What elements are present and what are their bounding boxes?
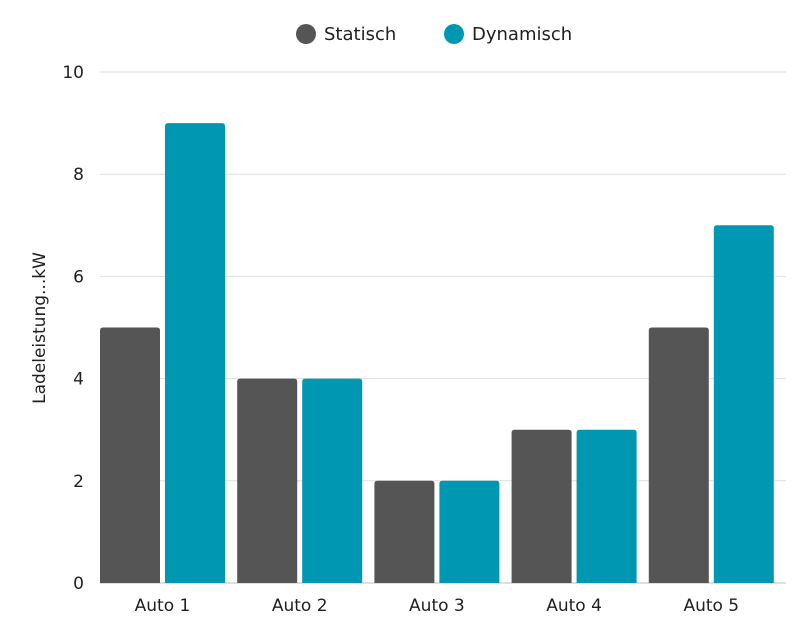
legend: Statisch Dynamisch [296,24,572,45]
x-tick-label: Auto 3 [409,596,465,616]
y-tick-label: 0 [73,574,84,594]
bar-dynamisch-3 [439,480,500,583]
x-tick-label: Auto 2 [272,596,328,616]
bar-statisch-1 [100,327,160,583]
y-axis-label: Ladeleistung...kW [30,252,50,404]
legend-swatch [444,24,464,44]
y-tick-label: 4 [73,370,84,390]
x-tick-label: Auto 4 [546,596,602,616]
x-tick-label: Auto 1 [135,596,191,616]
legend-item-dynamisch: Dynamisch [444,24,572,45]
bar-statisch-5 [648,327,709,583]
x-tick-label: Auto 5 [683,596,739,616]
axes: 0 2 4 6 8 10 Ladeleistung...kW Auto 1 Auto 2 Auto… [30,63,739,616]
legend-label: Statisch [324,24,396,45]
bar-dynamisch-1 [165,123,225,583]
legend-swatch [296,24,316,44]
bar-dynamisch-2 [302,378,363,583]
y-tick-label: 2 [73,472,84,492]
bar-statisch-2 [237,378,298,583]
bar-statisch-4 [511,429,572,583]
bar-dynamisch-5 [713,225,774,584]
bar-statisch-3 [374,480,435,583]
y-tick-label: 6 [73,267,84,287]
bar-dynamisch-4 [576,429,637,583]
legend-item-statisch: Statisch [296,24,396,45]
y-tick-label: 8 [73,165,84,185]
legend-label: Dynamisch [472,24,572,45]
y-tick-label: 10 [62,63,84,83]
bars [100,123,774,584]
